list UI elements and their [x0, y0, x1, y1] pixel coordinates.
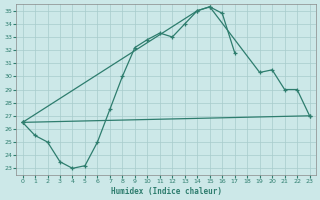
X-axis label: Humidex (Indice chaleur): Humidex (Indice chaleur): [111, 187, 221, 196]
